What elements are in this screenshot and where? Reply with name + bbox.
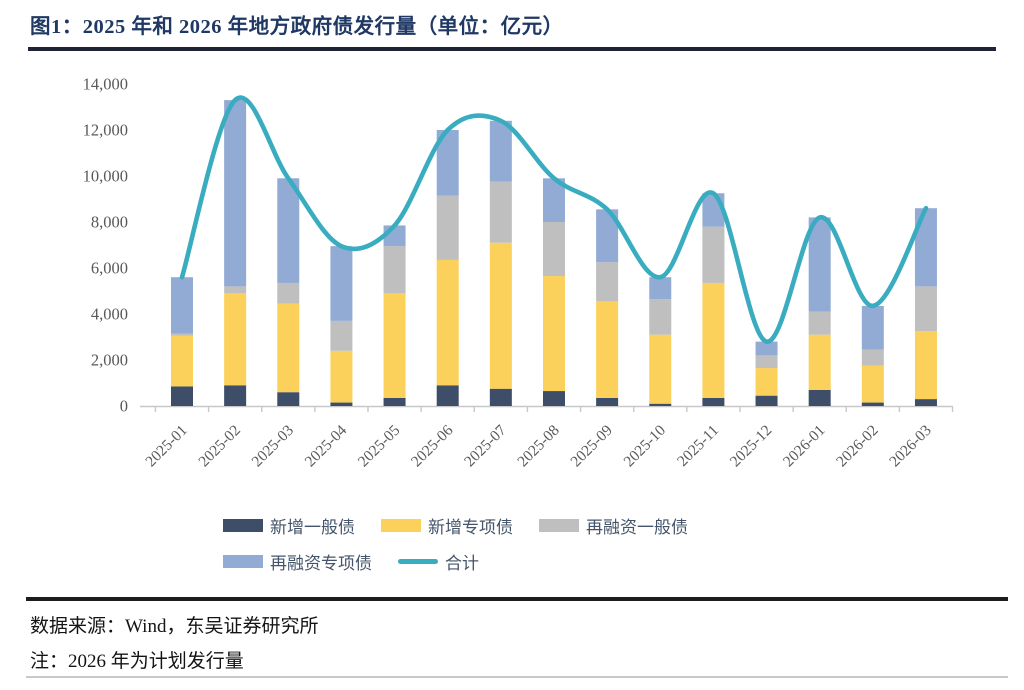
legend-item-total-line: 合计 [398,549,479,574]
chart-legend: 新增一般债 新增专项债 再融资一般债 再融资专项债 合计 [223,513,688,585]
svg-text:2,000: 2,000 [91,351,128,370]
svg-text:8,000: 8,000 [91,213,128,232]
svg-text:2025-07: 2025-07 [461,422,510,471]
legend-label: 合计 [445,554,479,573]
svg-text:2025-03: 2025-03 [249,422,298,471]
svg-text:6,000: 6,000 [91,259,128,278]
svg-text:2025-12: 2025-12 [727,422,776,471]
legend-swatch-new-special-bond [381,519,421,532]
svg-text:2025-06: 2025-06 [408,422,457,471]
svg-text:2025-02: 2025-02 [195,422,244,471]
svg-text:0: 0 [120,397,128,416]
svg-text:2025-11: 2025-11 [674,422,722,470]
bond-issuance-chart: 0 2,000 4,000 6,000 8,000 10,000 12,000 14,000 2… [83,75,954,471]
figure-title: 图1：2025 年和 2026 年地方政府债发行量（单位：亿元） [30,16,564,38]
legend-item-new-general-bond: 新增一般债 [223,513,355,538]
bottom-divider [26,676,1008,678]
svg-text:2025-09: 2025-09 [567,422,616,471]
legend-item-refinance-special-bond: 再融资专项债 [223,549,372,574]
legend-row-1: 新增一般债 新增专项债 再融资一般债 [223,513,688,538]
title-divider [28,47,996,51]
legend-item-refinance-general-bond: 再融资一般债 [539,513,688,538]
svg-text:14,000: 14,000 [83,75,128,94]
legend-label: 再融资一般债 [586,518,688,537]
svg-text:2026-02: 2026-02 [833,422,882,471]
legend-swatch-total-line [398,559,438,564]
svg-text:4,000: 4,000 [91,305,128,324]
legend-swatch-refinance-special-bond [223,555,263,568]
legend-label: 新增专项债 [428,518,513,537]
svg-text:2025-04: 2025-04 [302,422,351,471]
legend-label: 新增一般债 [270,518,355,537]
footnote-text: 注：2026 年为计划发行量 [30,651,244,672]
legend-swatch-new-general-bond [223,519,263,532]
svg-text:2025-01: 2025-01 [142,422,191,471]
legend-item-new-special-bond: 新增专项债 [381,513,513,538]
legend-swatch-refinance-general-bond [539,519,579,532]
svg-text:2025-05: 2025-05 [355,422,404,471]
svg-text:2025-10: 2025-10 [621,422,670,471]
legend-label: 再融资专项债 [270,554,372,573]
footer-divider [26,597,1008,601]
svg-text:2026-01: 2026-01 [780,422,829,471]
svg-text:10,000: 10,000 [83,167,128,186]
svg-text:2026-03: 2026-03 [886,422,935,471]
legend-row-2: 再融资专项债 合计 [223,549,688,574]
svg-text:2025-08: 2025-08 [514,422,563,471]
data-source-text: 数据来源：Wind，东吴证券研究所 [30,616,319,637]
svg-text:12,000: 12,000 [83,121,128,140]
